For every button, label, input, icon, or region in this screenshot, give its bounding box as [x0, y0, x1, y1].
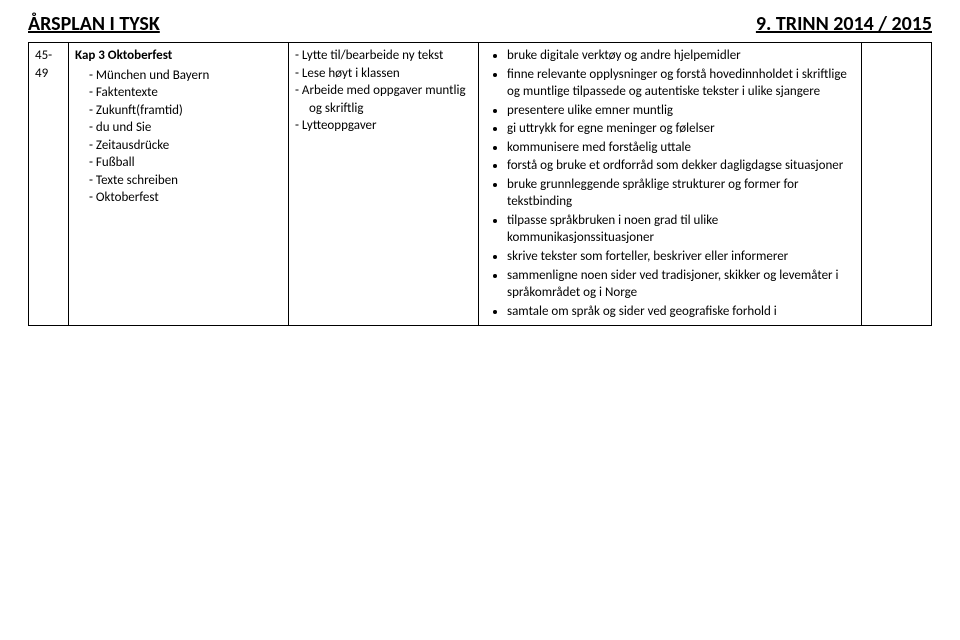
list-item: München und Bayern	[75, 67, 282, 85]
topic-list: München und Bayern Faktentexte Zukunft(f…	[75, 67, 282, 207]
list-item: Lytteoppgaver	[295, 117, 472, 135]
method-list: Lytte til/bearbeide ny tekst Lese høyt i…	[295, 47, 472, 135]
plan-table: 45-49 Kap 3 Oktoberfest München und Baye…	[28, 42, 932, 326]
table-row: 45-49 Kap 3 Oktoberfest München und Baye…	[29, 43, 932, 326]
title-left: ÅRSPLAN I TYSK	[28, 12, 160, 36]
list-item: forstå og bruke et ordforråd som dekker …	[507, 157, 855, 175]
list-item: finne relevante opplysninger og forstå h…	[507, 66, 855, 101]
method-cell: Lytte til/bearbeide ny tekst Lese høyt i…	[289, 43, 479, 326]
list-item: Fußball	[75, 154, 282, 172]
list-item: Zeitausdrücke	[75, 137, 282, 155]
list-item: Texte schreiben	[75, 172, 282, 190]
list-item: kommunisere med forståelig uttale	[507, 139, 855, 157]
list-item: tilpasse språkbruken i noen grad til uli…	[507, 212, 855, 247]
week-range: 45-49	[35, 48, 52, 81]
page-header: ÅRSPLAN I TYSK 9. TRINN 2014 / 2015	[28, 12, 932, 36]
chapter-title: Kap 3 Oktoberfest	[75, 47, 282, 65]
list-item: Zukunft(framtid)	[75, 102, 282, 120]
goals-list: bruke digitale verktøy og andre hjelpemi…	[485, 47, 855, 320]
list-item: Arbeide med oppgaver muntlig og skriftli…	[295, 82, 472, 117]
empty-cell	[862, 43, 932, 326]
list-item: Oktoberfest	[75, 189, 282, 207]
list-item: du und Sie	[75, 119, 282, 137]
week-cell: 45-49	[29, 43, 69, 326]
title-right: 9. TRINN 2014 / 2015	[756, 12, 932, 36]
list-item: gi uttrykk for egne meninger og følelser	[507, 120, 855, 138]
topic-cell: Kap 3 Oktoberfest München und Bayern Fak…	[69, 43, 289, 326]
list-item: skrive tekster som forteller, beskriver …	[507, 248, 855, 266]
list-item: Lytte til/bearbeide ny tekst	[295, 47, 472, 65]
list-item: presentere ulike emner muntlig	[507, 102, 855, 120]
list-item: samtale om språk og sider ved geografisk…	[507, 303, 855, 321]
list-item: bruke grunnleggende språklige strukturer…	[507, 176, 855, 211]
list-item: sammenligne noen sider ved tradisjoner, …	[507, 267, 855, 302]
list-item: Lese høyt i klassen	[295, 65, 472, 83]
goals-cell: bruke digitale verktøy og andre hjelpemi…	[479, 43, 862, 326]
list-item: Faktentexte	[75, 84, 282, 102]
list-item: bruke digitale verktøy og andre hjelpemi…	[507, 47, 855, 65]
